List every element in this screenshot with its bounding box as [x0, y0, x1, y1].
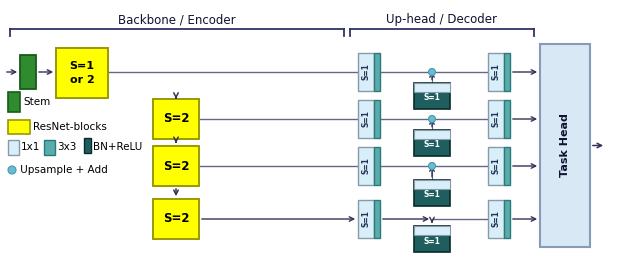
FancyBboxPatch shape — [84, 138, 91, 153]
FancyBboxPatch shape — [414, 226, 450, 252]
FancyBboxPatch shape — [488, 100, 504, 138]
Text: S=1: S=1 — [424, 237, 440, 245]
FancyBboxPatch shape — [8, 140, 19, 155]
Text: S=2: S=2 — [163, 112, 189, 125]
FancyBboxPatch shape — [153, 99, 199, 139]
FancyBboxPatch shape — [414, 179, 450, 189]
FancyBboxPatch shape — [56, 48, 108, 98]
FancyBboxPatch shape — [153, 199, 199, 239]
FancyBboxPatch shape — [20, 55, 36, 89]
Text: Task Head: Task Head — [560, 114, 570, 178]
FancyBboxPatch shape — [374, 100, 380, 138]
Text: S=1: S=1 — [424, 93, 440, 102]
Text: S=1: S=1 — [362, 111, 371, 127]
Text: S=1: S=1 — [70, 61, 95, 71]
Circle shape — [429, 116, 435, 122]
Text: 3x3: 3x3 — [57, 142, 76, 153]
Text: S=1: S=1 — [492, 63, 500, 80]
FancyBboxPatch shape — [374, 53, 380, 91]
Text: S=1: S=1 — [424, 140, 440, 149]
FancyBboxPatch shape — [504, 147, 510, 185]
Text: S=2: S=2 — [163, 212, 189, 225]
Text: Backbone / Encoder: Backbone / Encoder — [118, 14, 236, 27]
FancyBboxPatch shape — [414, 83, 450, 92]
Text: S=1: S=1 — [362, 158, 371, 175]
FancyBboxPatch shape — [504, 100, 510, 138]
Circle shape — [8, 166, 16, 174]
FancyBboxPatch shape — [488, 53, 504, 91]
FancyBboxPatch shape — [488, 147, 504, 185]
Text: 1x1: 1x1 — [21, 142, 40, 153]
FancyBboxPatch shape — [8, 120, 30, 134]
Circle shape — [429, 163, 435, 170]
FancyBboxPatch shape — [374, 200, 380, 238]
Circle shape — [429, 68, 435, 76]
FancyBboxPatch shape — [504, 53, 510, 91]
FancyBboxPatch shape — [414, 179, 450, 206]
Text: S=1: S=1 — [492, 158, 500, 175]
FancyBboxPatch shape — [414, 130, 450, 138]
Text: Stem: Stem — [23, 97, 51, 107]
Text: S=1: S=1 — [492, 211, 500, 227]
FancyBboxPatch shape — [153, 146, 199, 186]
Text: S=1: S=1 — [362, 211, 371, 227]
FancyBboxPatch shape — [358, 53, 374, 91]
Text: ResNet-blocks: ResNet-blocks — [33, 122, 107, 132]
Text: Up-head / Decoder: Up-head / Decoder — [387, 14, 497, 27]
FancyBboxPatch shape — [374, 147, 380, 185]
FancyBboxPatch shape — [414, 83, 450, 109]
FancyBboxPatch shape — [8, 92, 20, 112]
FancyBboxPatch shape — [358, 200, 374, 238]
Text: BN+ReLU: BN+ReLU — [93, 142, 142, 153]
Text: S=1: S=1 — [362, 63, 371, 80]
FancyBboxPatch shape — [414, 130, 450, 155]
FancyBboxPatch shape — [358, 147, 374, 185]
FancyBboxPatch shape — [358, 100, 374, 138]
Text: S=1: S=1 — [492, 111, 500, 127]
Text: S=1: S=1 — [424, 190, 440, 199]
Text: S=2: S=2 — [163, 160, 189, 173]
FancyBboxPatch shape — [488, 200, 504, 238]
FancyBboxPatch shape — [44, 140, 55, 155]
FancyBboxPatch shape — [414, 226, 450, 235]
Text: Upsample + Add: Upsample + Add — [17, 165, 108, 175]
FancyBboxPatch shape — [540, 44, 590, 247]
FancyBboxPatch shape — [504, 200, 510, 238]
Text: or 2: or 2 — [70, 75, 94, 85]
